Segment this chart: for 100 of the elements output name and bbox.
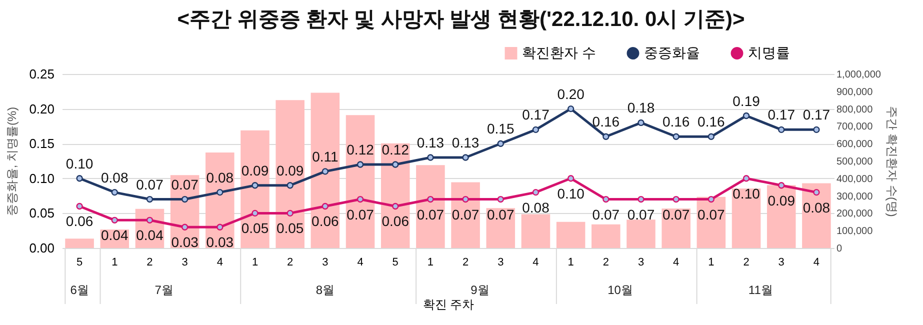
point bbox=[76, 202, 83, 210]
bar bbox=[346, 115, 375, 248]
point bbox=[672, 133, 680, 140]
y-axis-title: 중증화율, 치명률(%) bbox=[5, 106, 20, 216]
point bbox=[462, 196, 469, 203]
point bbox=[638, 119, 644, 126]
data-label: 0.06 bbox=[312, 213, 340, 230]
point bbox=[322, 168, 329, 175]
bar bbox=[276, 100, 304, 248]
data-label: 0.08 bbox=[802, 199, 830, 216]
bar bbox=[732, 188, 761, 248]
point bbox=[146, 196, 154, 203]
data-label: 0.07 bbox=[346, 206, 374, 222]
point bbox=[392, 161, 399, 168]
y2-tick-label: 400,000 bbox=[836, 174, 874, 185]
bar bbox=[416, 165, 445, 248]
x-tick-label: 1 bbox=[568, 256, 574, 268]
x-tick-label: 5 bbox=[392, 256, 398, 268]
bar bbox=[556, 222, 586, 248]
data-label: 0.07 bbox=[627, 206, 655, 222]
text: 10월 bbox=[608, 283, 633, 297]
point bbox=[532, 188, 540, 196]
point bbox=[216, 224, 224, 230]
point bbox=[813, 126, 820, 134]
data-label: 0.17 bbox=[768, 106, 796, 123]
x-tick-label: 1 bbox=[427, 256, 434, 268]
point bbox=[742, 175, 750, 182]
y2-tick-label: 300,000 bbox=[836, 191, 874, 202]
y2-tick-label: 900,000 bbox=[836, 86, 874, 98]
data-label: 0.10 bbox=[732, 185, 760, 202]
bar bbox=[802, 183, 831, 248]
point bbox=[146, 216, 154, 224]
point bbox=[497, 140, 504, 147]
bar bbox=[240, 130, 270, 248]
data-label: 0.08 bbox=[206, 169, 234, 186]
data-label: 0.09 bbox=[768, 192, 796, 208]
y-tick-label: 0.25 bbox=[29, 66, 54, 82]
y-tick-label: 0.05 bbox=[29, 206, 54, 221]
data-label: 0.15 bbox=[487, 120, 514, 137]
bar bbox=[521, 214, 550, 248]
x-axis-title: 확진 주차 bbox=[422, 298, 474, 312]
point bbox=[708, 196, 715, 203]
point bbox=[462, 154, 469, 161]
point bbox=[602, 196, 610, 203]
y-tick-label: 0.20 bbox=[29, 101, 54, 116]
x-tick-label: 3 bbox=[638, 256, 644, 268]
y2-tick-label: 800,000 bbox=[836, 104, 874, 116]
x-tick-label: 3 bbox=[182, 256, 188, 268]
point bbox=[638, 196, 644, 203]
text: 11월 bbox=[748, 283, 773, 297]
data-label: 0.19 bbox=[732, 92, 760, 109]
bar bbox=[380, 143, 410, 248]
data-label: 0.07 bbox=[662, 206, 690, 222]
point bbox=[532, 126, 540, 134]
data-label: 0.09 bbox=[276, 162, 304, 178]
y2-tick-label: 700,000 bbox=[836, 122, 874, 133]
point bbox=[76, 175, 83, 182]
y2-tick-label: 1,000,000 bbox=[836, 70, 882, 80]
legend-label: 치명률 bbox=[748, 44, 790, 60]
x-tick-label: 3 bbox=[498, 256, 504, 268]
point bbox=[672, 196, 680, 203]
text: 8월 bbox=[316, 283, 335, 297]
point bbox=[252, 210, 258, 217]
bar bbox=[310, 92, 340, 248]
data-label: 0.18 bbox=[627, 100, 655, 116]
y2-tick-label: 600,000 bbox=[836, 139, 874, 150]
point bbox=[778, 182, 785, 189]
point bbox=[567, 105, 574, 112]
point bbox=[708, 133, 715, 140]
point bbox=[356, 161, 364, 168]
data-label: 0.06 bbox=[66, 213, 94, 230]
point bbox=[778, 126, 785, 134]
legend-label: 중증화율 bbox=[644, 44, 700, 60]
point bbox=[181, 224, 188, 230]
data-label: 0.07 bbox=[452, 206, 480, 222]
point bbox=[111, 216, 118, 224]
text: 7월 bbox=[154, 283, 174, 297]
bar bbox=[592, 224, 620, 248]
data-label: 0.12 bbox=[382, 141, 410, 158]
legend-label: 확진환자 수 bbox=[522, 44, 596, 60]
data-label: 0.16 bbox=[698, 114, 726, 130]
data-label: 0.20 bbox=[557, 86, 585, 102]
bar bbox=[65, 238, 94, 248]
data-label: 0.07 bbox=[416, 206, 444, 222]
data-label: 0.07 bbox=[136, 176, 164, 192]
data-label: 0.05 bbox=[241, 220, 269, 236]
x-tick-label: 4 bbox=[673, 256, 680, 268]
point bbox=[427, 196, 434, 203]
x-tick-label: 4 bbox=[532, 256, 539, 268]
data-label: 0.04 bbox=[136, 227, 164, 244]
x-tick-label: 2 bbox=[146, 256, 153, 268]
data-label: 0.07 bbox=[592, 206, 620, 222]
x-tick-label: 2 bbox=[602, 256, 609, 268]
x-tick-label: 4 bbox=[357, 256, 364, 268]
y2-tick-label: 0 bbox=[836, 244, 842, 254]
text: 9월 bbox=[470, 283, 490, 297]
data-label: 0.09 bbox=[241, 162, 269, 178]
x-tick-label: 1 bbox=[112, 256, 118, 268]
x-tick-label: 2 bbox=[287, 256, 294, 268]
point bbox=[497, 196, 504, 203]
